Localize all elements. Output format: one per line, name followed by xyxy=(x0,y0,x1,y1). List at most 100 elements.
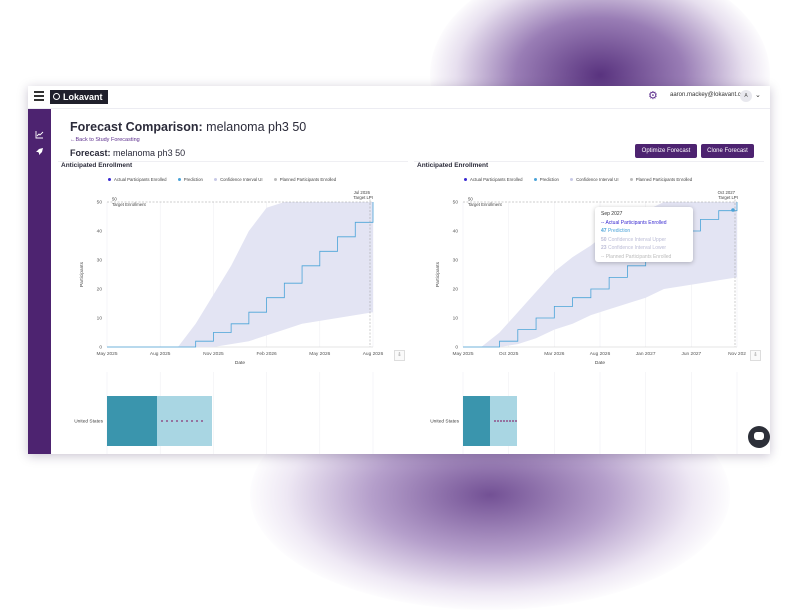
forecast-name: melanoma ph3 50 xyxy=(113,148,186,158)
legend-ci-label: Confidence Interval UI xyxy=(220,177,263,182)
legend-actual-label: Actual Participants Enrolled xyxy=(114,177,167,182)
legend-planned[interactable]: Planned Participants Enrolled xyxy=(629,177,692,182)
gear-icon[interactable]: ⚙ xyxy=(648,90,658,102)
country-marker xyxy=(503,420,505,422)
x-axis-label: Date xyxy=(235,360,245,366)
country-marker xyxy=(201,420,203,422)
back-to-study-link[interactable]: ←Back to Study Forecasting xyxy=(70,137,140,143)
lpi-date-label: Oct 2027 xyxy=(718,190,736,195)
tooltip-upper: 50 Confidence Interval Upper xyxy=(601,236,687,245)
x-axis-label: Date xyxy=(595,360,605,366)
legend-planned-marker xyxy=(629,178,633,182)
y-axis-label: Participants xyxy=(435,261,441,287)
tooltip-date: Sep 2027 xyxy=(601,211,623,217)
x-tick-label: Aug 2026 xyxy=(363,351,384,357)
forecast-label: Forecast: xyxy=(70,148,111,158)
chart-line-icon[interactable] xyxy=(35,130,44,139)
page-title: Forecast Comparison: melanoma ph3 50 xyxy=(70,120,306,134)
legend-prediction[interactable]: Prediction xyxy=(177,177,203,182)
y-tick-label: 0 xyxy=(455,345,458,351)
legend-ci-marker xyxy=(214,178,218,182)
legend-actual[interactable]: Actual Participants Enrolled xyxy=(108,177,167,182)
lpi-label: Target LPI xyxy=(353,195,373,200)
legend-ci[interactable]: Confidence Interval UI xyxy=(214,177,263,182)
confidence-interval-band xyxy=(107,202,373,347)
legend-planned-marker xyxy=(273,178,277,182)
enrollment-panel-right: Anticipated Enrollment Actual Participan… xyxy=(414,161,764,454)
country-marker xyxy=(500,420,502,422)
top-bar: Lokavant ⚙ aaron.mackey@lokavant.com A ⌄ xyxy=(28,86,770,109)
x-tick-label: Mar 2026 xyxy=(544,351,565,357)
download-icon[interactable]: ⇩ xyxy=(750,350,761,361)
lokavant-logo[interactable]: Lokavant xyxy=(50,90,108,104)
country-marker xyxy=(161,420,163,422)
legend-actual-marker xyxy=(464,178,467,182)
enrollment-panel-left: Anticipated Enrollment Actual Participan… xyxy=(58,161,408,454)
country-marker xyxy=(509,420,511,422)
country-marker xyxy=(181,420,183,422)
x-tick-label: Nov 2025 xyxy=(203,351,224,357)
user-email: aaron.mackey@lokavant.com xyxy=(670,92,750,98)
prediction-line xyxy=(107,202,374,348)
legend-prediction-label: Prediction xyxy=(183,177,203,182)
chevron-down-icon[interactable]: ⌄ xyxy=(755,92,761,99)
country-marker xyxy=(196,420,198,422)
country-bar-predicted xyxy=(157,396,212,446)
country-marker xyxy=(186,420,188,422)
optimize-forecast-button[interactable]: Optimize Forecast xyxy=(635,144,697,158)
y-tick-label: 40 xyxy=(453,229,459,235)
x-tick-label: Jan 2027 xyxy=(636,351,656,357)
country-marker xyxy=(512,420,514,422)
tooltip-prediction-value: 47 xyxy=(601,228,607,234)
chat-button[interactable] xyxy=(748,426,770,448)
tooltip-lower: 23 Confidence Interval Lower xyxy=(601,244,687,253)
enrollment-chart-left: May 2025 Aug 2025 Nov 2025 Feb 2026 May 2026… xyxy=(74,190,384,454)
y-tick-label: 30 xyxy=(453,258,459,264)
app-window: Lokavant ⚙ aaron.mackey@lokavant.com A ⌄… xyxy=(28,86,770,454)
target-value-label: 50 xyxy=(468,197,473,202)
country-marker xyxy=(497,420,499,422)
x-tick-label: Oct 2025 xyxy=(499,351,519,357)
chat-icon xyxy=(754,432,764,440)
x-tick-label: Nov 202 xyxy=(728,351,746,357)
y-axis-label: Participants xyxy=(79,261,85,287)
x-tick-label: May 2025 xyxy=(96,351,117,357)
lpi-date-label: Jul 2026 xyxy=(354,190,371,195)
country-marker xyxy=(166,420,168,422)
country-marker xyxy=(494,420,496,422)
tooltip-upper-label: Confidence Interval Upper xyxy=(607,236,667,243)
y-tick-label: 50 xyxy=(453,200,459,206)
legend-planned-label: Planned Participants Enrolled xyxy=(279,177,337,182)
forecast-title: Forecast: melanoma ph3 50 xyxy=(70,148,185,158)
legend-actual[interactable]: Actual Participants Enrolled xyxy=(464,177,523,182)
sidebar xyxy=(28,109,51,454)
tooltip-prediction-label: Prediction xyxy=(607,228,631,234)
legend-planned[interactable]: Planned Participants Enrolled xyxy=(273,177,337,182)
panel-title: Anticipated Enrollment xyxy=(417,162,489,169)
country-marker xyxy=(191,420,193,422)
hamburger-menu-icon[interactable] xyxy=(34,91,44,101)
enrollment-chart-right: May 2025 Oct 2025 Mar 2026 Aug 2026 Jan 2027… xyxy=(430,190,746,454)
tooltip-upper-value: 50 xyxy=(601,236,607,243)
chart-legend: Actual Participants Enrolled Prediction … xyxy=(464,177,702,182)
clone-forecast-button[interactable]: Clone Forecast xyxy=(701,144,754,158)
avatar[interactable]: A xyxy=(740,90,752,102)
x-tick-label: May 2025 xyxy=(452,351,473,357)
tooltip-planned: -- Planned Participants Enrolled xyxy=(601,253,672,260)
panel-title: Anticipated Enrollment xyxy=(61,162,133,169)
country-label: United States xyxy=(430,419,459,425)
logo-text: Lokavant xyxy=(63,92,103,102)
lpi-label: Target LPI xyxy=(718,195,738,200)
download-icon[interactable]: ⇩ xyxy=(394,350,405,361)
legend-actual-label: Actual Participants Enrolled xyxy=(470,177,523,182)
y-tick-label: 30 xyxy=(97,258,103,264)
rocket-icon[interactable] xyxy=(35,147,44,156)
legend-ci[interactable]: Confidence Interval UI xyxy=(570,177,619,182)
legend-ci-marker xyxy=(570,178,574,182)
legend-ci-label: Confidence Interval UI xyxy=(576,177,619,182)
legend-prediction[interactable]: Prediction xyxy=(533,177,559,182)
legend-prediction-marker xyxy=(177,178,181,182)
tooltip-lower-value: 23 xyxy=(601,245,607,251)
country-marker xyxy=(176,420,178,422)
country-marker xyxy=(515,420,517,422)
